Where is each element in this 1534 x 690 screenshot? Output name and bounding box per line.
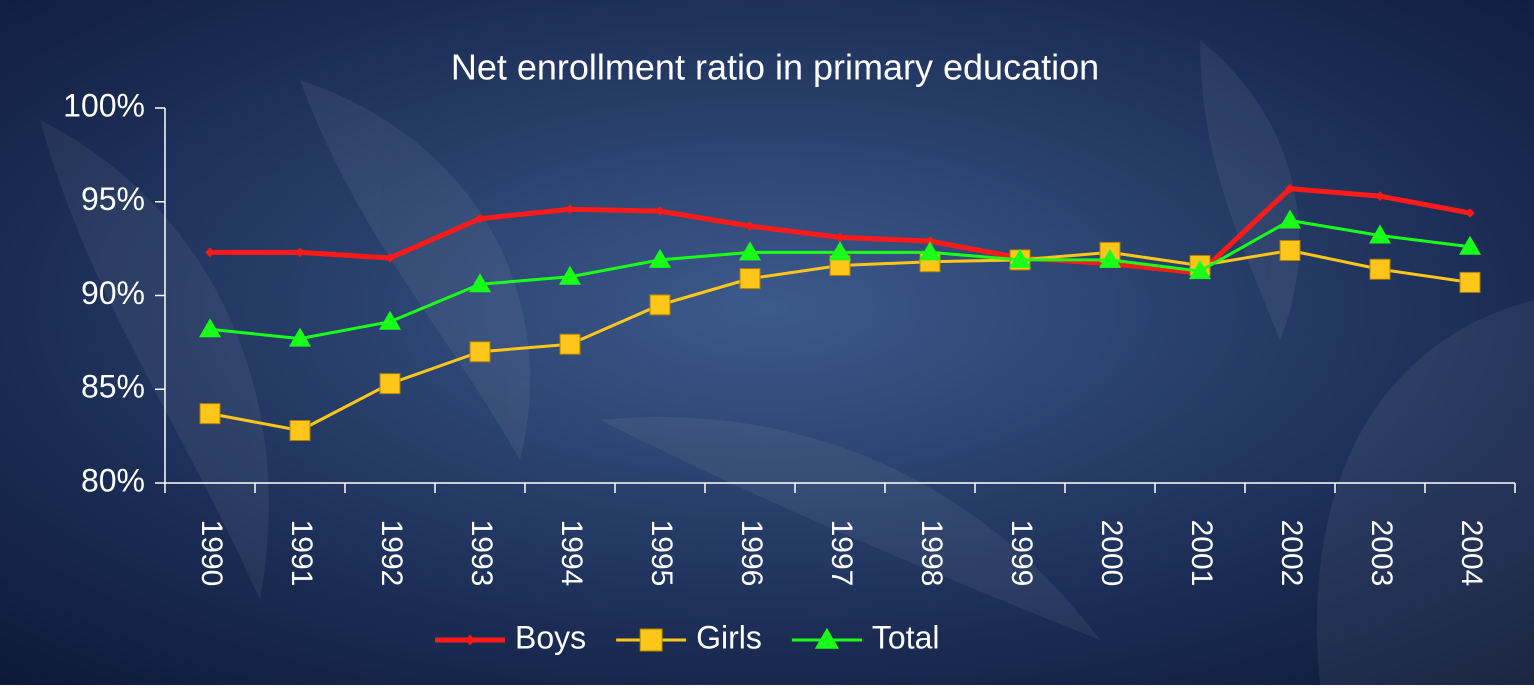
legend-label: Girls (696, 619, 762, 655)
x-tick-label: 1997 (825, 520, 858, 587)
data-point (1375, 191, 1385, 201)
data-point (1465, 208, 1475, 218)
data-point (205, 247, 215, 258)
data-point (199, 403, 221, 425)
data-point (829, 241, 851, 261)
y-tick-label: 90% (81, 275, 145, 311)
data-point (565, 204, 575, 215)
data-point (289, 327, 311, 347)
data-point (1279, 209, 1301, 229)
data-point (1099, 248, 1121, 268)
data-point (1369, 224, 1391, 244)
x-tick-label: 1995 (645, 520, 678, 587)
data-point (925, 236, 935, 246)
data-point (649, 248, 671, 268)
x-tick-label: 2004 (1455, 520, 1488, 587)
x-tick-label: 1993 (465, 520, 498, 587)
y-tick-label: 85% (81, 369, 145, 405)
x-tick-label: 1996 (735, 520, 768, 587)
legend-marker (464, 634, 476, 646)
y-tick-label: 95% (81, 181, 145, 217)
data-point (1189, 260, 1211, 280)
legend-marker (639, 628, 663, 652)
data-point (835, 232, 845, 243)
data-point (1369, 258, 1391, 280)
data-point (655, 206, 665, 216)
legend-label: Boys (515, 619, 586, 655)
data-point (379, 373, 401, 395)
data-point (739, 241, 761, 261)
data-point (745, 221, 755, 231)
data-point (1459, 235, 1481, 255)
data-point (1285, 183, 1295, 194)
x-tick-label: 1994 (555, 520, 588, 587)
data-point (739, 268, 761, 290)
x-tick-label: 1990 (195, 520, 228, 587)
x-tick-label: 1992 (375, 520, 408, 587)
x-tick-label: 2000 (1095, 520, 1128, 587)
y-tick-label: 100% (63, 87, 145, 123)
data-point (1459, 271, 1481, 293)
data-point (379, 310, 401, 330)
data-point (295, 247, 305, 258)
data-point (649, 294, 671, 316)
data-point (1279, 240, 1301, 261)
x-tick-label: 2001 (1185, 520, 1218, 587)
legend-marker (814, 627, 840, 649)
data-point (469, 273, 491, 293)
data-point (385, 253, 395, 263)
chart-title: Net enrollment ratio in primary educatio… (451, 47, 1099, 88)
x-tick-label: 2002 (1275, 520, 1308, 587)
data-point (559, 265, 581, 285)
y-tick-label: 80% (81, 462, 145, 498)
x-tick-label: 1991 (285, 520, 318, 587)
data-point (475, 213, 485, 224)
x-tick-label: 2003 (1365, 520, 1398, 587)
data-point (1009, 248, 1031, 268)
data-point (199, 318, 221, 338)
data-point (469, 341, 491, 363)
data-point (559, 333, 581, 355)
data-point (919, 241, 941, 261)
data-point (289, 420, 311, 441)
x-tick-label: 1999 (1005, 520, 1038, 587)
legend-label: Total (872, 619, 940, 655)
x-tick-label: 1998 (915, 520, 948, 587)
